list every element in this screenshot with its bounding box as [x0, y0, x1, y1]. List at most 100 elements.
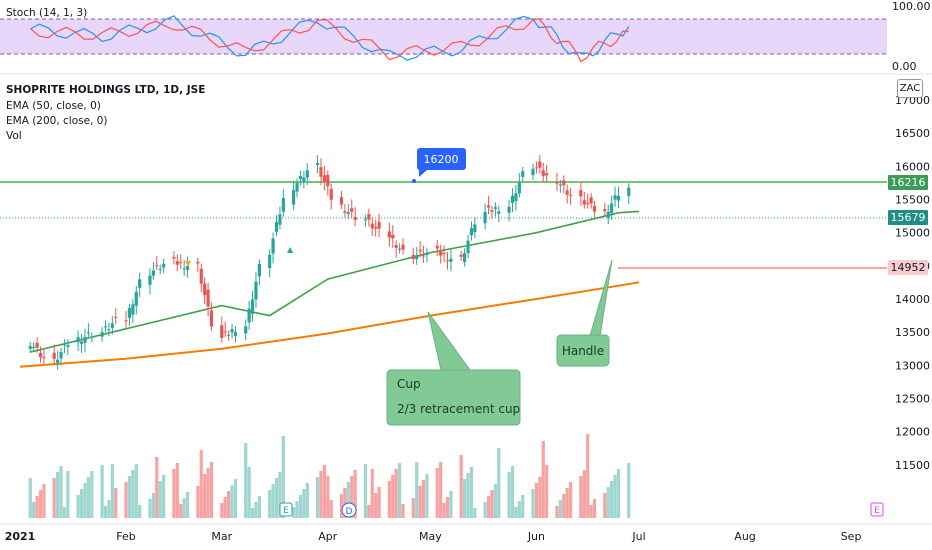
callout-16200[interactable]: 16200	[412, 148, 466, 183]
candle-body	[209, 310, 214, 327]
volume-bar	[616, 469, 621, 518]
volume-bar	[425, 474, 429, 518]
candle-body	[449, 258, 453, 262]
ema50-legend[interactable]: EMA (50, close, 0)	[6, 100, 101, 112]
volume-bar	[155, 457, 159, 518]
stoch-legend[interactable]: Stoch (14, 1, 3)	[6, 7, 88, 19]
price-axis-tick-9: 12500	[895, 393, 930, 406]
price-axis[interactable]: 1700016500160001550015000145001400013500…	[895, 94, 930, 472]
candle-body	[206, 289, 210, 307]
volume-bar	[439, 462, 443, 518]
cup-annotation[interactable]: Cup 2/3 retracement cup	[386, 311, 521, 426]
candle-body	[66, 345, 70, 347]
volume-bar	[220, 503, 224, 518]
candle-body	[90, 336, 94, 338]
candle-body	[233, 332, 238, 336]
candle-body	[486, 205, 491, 208]
volume-bar	[459, 455, 463, 518]
volume-bar	[510, 466, 515, 518]
price-axis-tick-8: 13000	[895, 359, 930, 372]
volume-bar	[162, 475, 166, 518]
candle-body	[127, 308, 132, 318]
volume-bar	[346, 482, 350, 518]
candle-body	[247, 308, 251, 323]
time-axis-tick-3: Apr	[318, 530, 338, 543]
candle-body	[562, 180, 566, 186]
volume-bar	[391, 475, 395, 518]
volume-bar	[179, 504, 183, 518]
volume-bar	[565, 488, 569, 518]
candle-body	[370, 223, 374, 229]
volume-bar	[59, 466, 63, 518]
vol-legend[interactable]: Vol	[6, 130, 22, 142]
candle-body	[134, 291, 138, 306]
volume-bar	[418, 486, 422, 518]
volume-bar	[76, 495, 80, 518]
candle-body	[473, 224, 477, 233]
volume-bar	[374, 493, 378, 518]
volume-bar	[79, 489, 84, 518]
candle-body	[148, 275, 152, 285]
event-marker-earnings-1[interactable]: E	[279, 502, 293, 517]
handle-annotation[interactable]: Handle	[556, 259, 613, 367]
candle-body	[319, 167, 323, 177]
horizontal-lines	[0, 181, 887, 269]
candle-body	[257, 263, 261, 277]
price-axis-tick-4: 15000	[895, 227, 930, 240]
candle-body	[315, 163, 320, 166]
time-axis[interactable]: 2021 Feb Mar Apr May Jun Jul Aug Sep	[5, 530, 862, 543]
volume-bar	[250, 508, 255, 518]
volume-bar	[302, 489, 306, 518]
volume-bar	[558, 500, 562, 518]
volume-bar	[562, 494, 566, 518]
time-axis-tick-0: 2021	[5, 530, 36, 543]
candle-body	[227, 334, 231, 336]
price-axis-tick-11: 11500	[895, 459, 930, 472]
candle-body	[545, 173, 549, 176]
volume-bar	[445, 497, 450, 518]
last-price-tag: 15679	[888, 210, 928, 225]
volume-bar	[486, 496, 491, 518]
candle-body	[415, 255, 419, 260]
price-axis-tick-6: 14000	[895, 293, 930, 306]
volume-bar	[469, 467, 474, 518]
volume-bar	[209, 462, 214, 518]
candle-body	[401, 244, 405, 250]
currency-button[interactable]: ZAC	[897, 79, 923, 98]
candle-body	[555, 181, 559, 184]
volume-bar	[148, 499, 152, 518]
candle-body	[302, 177, 306, 182]
stoch-axis-bottom: 0.00	[892, 60, 917, 73]
signal-triangle-up: ▲	[287, 245, 294, 254]
candle-body	[326, 174, 330, 187]
candle-body	[582, 200, 586, 205]
candle-body	[425, 252, 429, 255]
ema200-line	[19, 281, 640, 368]
symbol-title[interactable]: SHOPRITE HOLDINGS LTD, 1D, JSE	[6, 84, 206, 96]
candle-body	[339, 197, 344, 205]
volume-bar	[541, 441, 545, 518]
volume-bar	[172, 469, 176, 518]
volume-bar	[370, 469, 374, 518]
candle-body	[322, 175, 326, 182]
volume-bar	[466, 473, 470, 518]
ema200-legend[interactable]: EMA (200, close, 0)	[6, 115, 108, 127]
candle-body	[418, 249, 422, 252]
event-marker-dividend[interactable]: D	[341, 502, 357, 518]
volume-bar	[377, 487, 381, 518]
candle-body	[394, 245, 398, 248]
candle-body	[32, 346, 36, 348]
volume-bar	[295, 501, 299, 518]
volume-bar	[411, 498, 415, 518]
price-axis-tick-2: 16000	[895, 160, 930, 173]
event-marker-earnings-2[interactable]: E	[870, 502, 884, 517]
candle-body	[469, 228, 474, 236]
resistance-price-tag: 16216	[888, 175, 928, 190]
volume-bar	[271, 484, 275, 518]
volume-bar	[281, 436, 285, 518]
volume-bar	[35, 496, 39, 518]
candle-body	[244, 326, 248, 334]
candle-body	[497, 211, 501, 214]
volume-bar	[490, 490, 494, 518]
